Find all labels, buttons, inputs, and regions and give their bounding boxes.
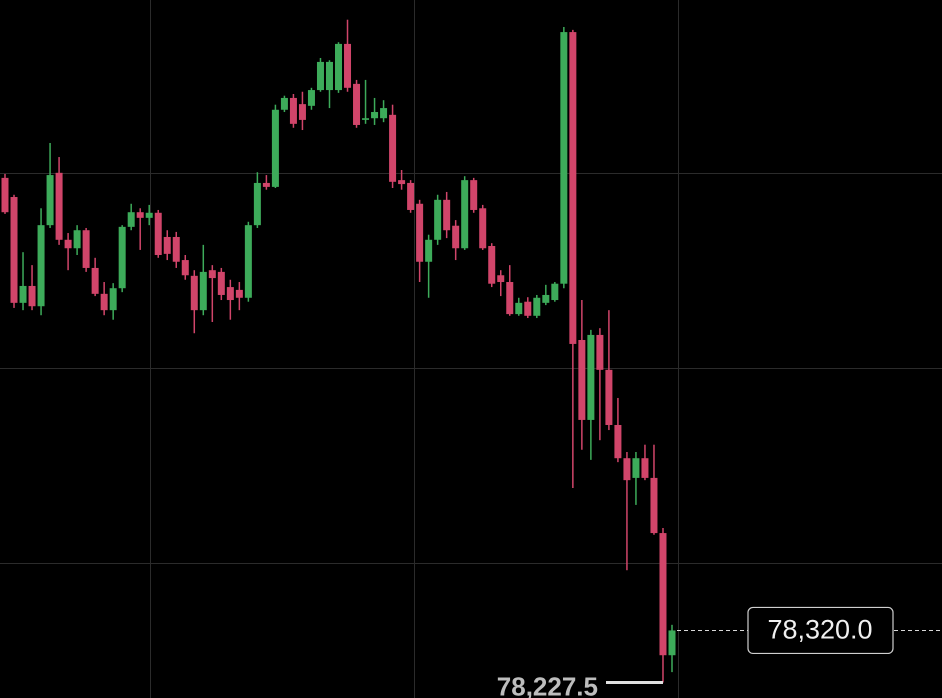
candle-body <box>443 199 451 231</box>
candle-body <box>82 230 90 268</box>
candle-body <box>316 61 324 91</box>
candle-body <box>226 287 234 301</box>
candle-body <box>28 285 36 307</box>
candle-body <box>623 458 631 481</box>
candle-body <box>253 182 261 226</box>
candle-body <box>659 533 667 656</box>
low-marker-label: 78,227.5 <box>497 671 598 698</box>
candle-body <box>298 104 306 120</box>
candle-body <box>587 334 595 420</box>
candle-body <box>235 289 243 298</box>
candle-body <box>19 285 27 303</box>
candle-body <box>244 225 252 298</box>
candle-body <box>497 275 505 283</box>
candle-body <box>524 301 532 316</box>
candle-body <box>551 283 559 301</box>
candle-body <box>434 199 442 240</box>
candle-body <box>578 339 586 420</box>
candle-body <box>64 239 72 249</box>
candle-body <box>208 270 216 279</box>
candle-body <box>262 182 270 187</box>
candle-body <box>650 477 658 534</box>
candle-body <box>145 212 153 218</box>
candle-body <box>479 208 487 249</box>
candle-body <box>154 212 162 255</box>
candle-body <box>217 271 225 295</box>
candle-body <box>668 630 676 656</box>
candle-body <box>199 271 207 311</box>
candle-body <box>280 97 288 110</box>
candle-body <box>371 112 379 119</box>
candle-body <box>325 61 333 91</box>
candle-body <box>398 180 406 185</box>
last-price-label: 78,320.0 <box>767 615 872 645</box>
candle-body <box>461 180 469 249</box>
candle-body <box>569 32 577 344</box>
candle-body <box>181 260 189 276</box>
candle-body <box>641 458 649 478</box>
candle-body <box>632 458 640 478</box>
candle-body <box>109 288 117 311</box>
candle-body <box>362 118 370 120</box>
last-price-box <box>747 606 894 655</box>
candle-body <box>425 239 433 262</box>
candle-body <box>118 226 126 289</box>
candle-body <box>596 334 604 370</box>
candle-body <box>416 203 424 262</box>
candle-body <box>335 43 342 91</box>
candle-body <box>46 175 54 226</box>
candles <box>1 19 676 683</box>
candle-body <box>452 225 460 249</box>
candle-body <box>344 43 352 88</box>
candle-body <box>407 182 415 210</box>
candle-body <box>100 293 108 311</box>
candle-body <box>73 230 81 249</box>
candle-body <box>515 302 523 315</box>
candle-body <box>55 172 63 240</box>
candle-body <box>10 197 18 303</box>
candle-body <box>380 108 388 119</box>
candle-body <box>353 83 361 125</box>
candle-body <box>1 177 9 213</box>
candle-body <box>127 212 135 227</box>
candle-body <box>136 212 144 218</box>
candle-body <box>163 236 171 254</box>
candle-body <box>542 294 550 303</box>
candle-body <box>560 32 568 284</box>
candle-body <box>614 424 622 459</box>
candle-body <box>91 267 99 294</box>
candle-body <box>37 225 45 307</box>
candle-body <box>605 369 613 425</box>
candle-body <box>172 236 180 262</box>
candle-body <box>289 97 297 124</box>
candle-body <box>190 275 198 311</box>
candle-body <box>271 109 279 187</box>
candle-body <box>488 245 496 284</box>
overlay: 78,320.0 78,227.5 <box>497 606 942 698</box>
candle-body <box>506 282 514 315</box>
candle-body <box>470 180 478 210</box>
candle-body <box>307 90 315 106</box>
candle-body <box>389 114 397 182</box>
candle-body <box>533 297 541 316</box>
